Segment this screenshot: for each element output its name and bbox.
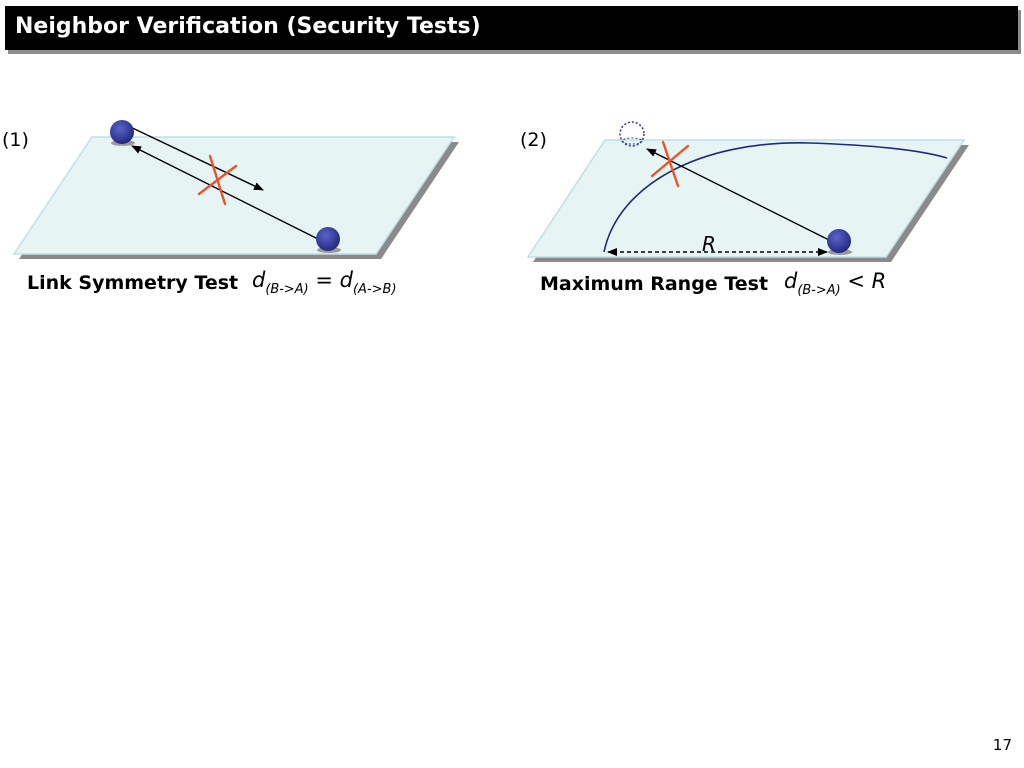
claimed-link-line [646,148,830,241]
panel-2-diagram [526,121,969,262]
formula-subscript: (B->A) [265,282,309,297]
range-arc [603,142,948,253]
formula-d: d [339,268,353,292]
node-a [110,120,134,144]
formula-subscript: (A->B) [352,282,397,297]
panel-2-caption: Maximum Range Test [540,273,769,295]
link-line-a-to-b [123,123,264,191]
panel-2-number: (2) [520,129,547,151]
formula-less-than: < [847,269,865,293]
blocked-cross-icon [650,140,690,188]
node-b [316,227,340,251]
range-label: R [702,232,716,256]
panel-2-formula: d(B->A) < R [784,269,886,298]
panel-1-caption: Link Symmetry Test [27,272,239,294]
panel-1-diagram [12,120,459,259]
formula-subscript: (B->A) [797,283,841,298]
panel-1-formula: d(B->A) = d(A->B) [252,268,397,297]
panel-1-number: (1) [2,129,29,151]
ghost-node [619,121,645,147]
formula-equals: = [315,268,333,292]
slide-number: 17 [992,736,1012,754]
node-b [827,229,851,253]
plane-1 [12,136,456,255]
formula-d: d [784,269,798,293]
link-line-b-to-a [131,145,321,241]
blocked-cross-icon [197,154,238,206]
slide-title: Neighbor Verification (Security Tests) [15,14,481,39]
formula-d: d [252,268,266,292]
title-bar: Neighbor Verification (Security Tests) [5,6,1018,50]
formula-r: R [871,269,887,293]
